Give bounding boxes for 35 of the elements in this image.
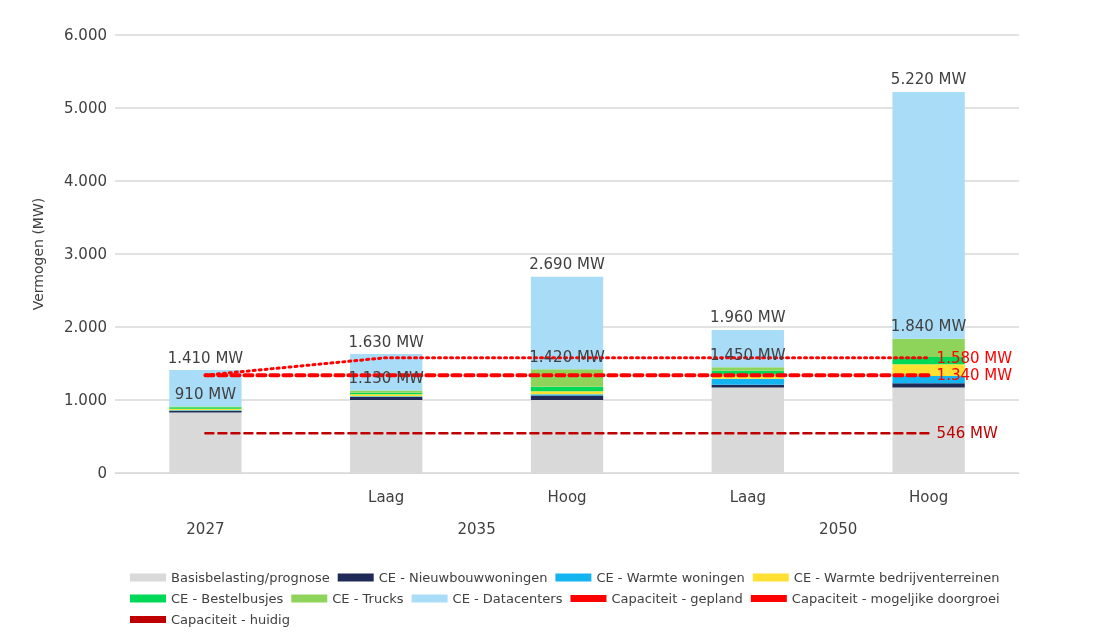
y-tick-label: 4.000 <box>64 172 107 190</box>
legend-label: CE - Warmte bedrijventerreinen <box>793 570 1000 585</box>
total-label: 1.630 MW <box>348 332 425 351</box>
y-tick-label: 0 <box>97 464 107 482</box>
total-label: 1.960 MW <box>710 308 786 327</box>
x-tick-label: Laag <box>729 487 766 506</box>
annotation: 1.840 MW <box>890 317 967 336</box>
text: 2035 <box>457 519 496 538</box>
y-tick-label: 3.000 <box>64 245 107 263</box>
legend-label: CE - Nieuwbouwwoningen <box>378 570 548 585</box>
legend-label: CE - Datacenters <box>452 591 563 606</box>
total-label: 5.220 MW <box>890 70 967 89</box>
y-tick-label: 2.000 <box>64 318 107 336</box>
data-label: 546 MW <box>936 424 998 443</box>
legend-label: CE - Bestelbusjes <box>171 591 284 606</box>
y-tick-label: 1.000 <box>64 391 107 409</box>
x-tick-label: Hoog <box>909 487 949 506</box>
data-label: 1.340 MW <box>936 366 1013 385</box>
annotation: 910 MW <box>174 385 237 404</box>
legend-label: Capaciteit - huidig <box>171 612 290 627</box>
legend-label: Capaciteit - gepland <box>611 591 743 606</box>
legend-label: Basisbelasting/prognose <box>171 570 330 585</box>
y-tick-label: 6.000 <box>64 26 107 44</box>
total-label: 2.690 MW <box>529 255 605 274</box>
text: 2027 <box>186 519 225 538</box>
y-tick-label: 5.000 <box>64 99 107 117</box>
x-tick-label: Hoog <box>547 487 587 506</box>
legend-label: CE - Warmte woningen <box>596 570 745 585</box>
text: 2050 <box>819 519 858 538</box>
y-axis-title: Vermogen (MW) <box>30 197 46 311</box>
x-tick-label: Laag <box>368 487 405 506</box>
legend-label: CE - Trucks <box>332 591 404 606</box>
total-label: 1.410 MW <box>167 348 244 367</box>
legend-label: Capaciteit - mogeljike doorgroei <box>791 591 1000 606</box>
data-label: 1.580 MW <box>936 348 1013 367</box>
